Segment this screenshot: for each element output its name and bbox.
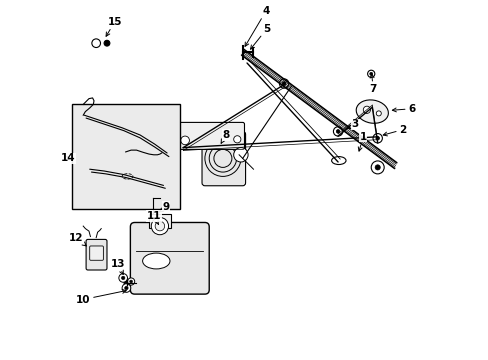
Text: 11: 11 [146, 211, 161, 224]
Circle shape [155, 221, 164, 231]
Ellipse shape [142, 253, 170, 269]
Bar [72, 104, 179, 209]
Text: 12: 12 [69, 233, 86, 246]
Circle shape [370, 161, 384, 174]
Circle shape [336, 130, 339, 133]
Circle shape [92, 39, 101, 48]
Ellipse shape [331, 157, 346, 165]
Circle shape [233, 136, 241, 143]
Circle shape [375, 136, 379, 140]
Circle shape [279, 79, 288, 88]
Text: 15: 15 [106, 17, 122, 36]
Text: 6: 6 [391, 104, 415, 114]
Circle shape [151, 217, 168, 235]
Text: 4: 4 [244, 6, 269, 46]
Circle shape [119, 274, 127, 282]
FancyBboxPatch shape [130, 222, 209, 294]
Bar [149, 214, 170, 228]
Text: 10: 10 [76, 289, 126, 305]
Ellipse shape [355, 100, 387, 123]
Text: 13: 13 [110, 258, 125, 274]
FancyBboxPatch shape [86, 239, 107, 270]
Text: 14: 14 [61, 153, 75, 163]
Circle shape [363, 106, 370, 113]
Circle shape [104, 40, 110, 46]
Circle shape [123, 280, 129, 285]
Text: 1: 1 [358, 132, 366, 151]
Circle shape [374, 165, 380, 170]
Circle shape [181, 136, 189, 145]
FancyBboxPatch shape [178, 122, 244, 149]
Circle shape [129, 280, 132, 283]
Circle shape [367, 70, 374, 77]
Text: 9: 9 [159, 202, 170, 212]
FancyBboxPatch shape [202, 131, 245, 186]
Text: 8: 8 [221, 130, 229, 143]
Circle shape [121, 276, 124, 280]
Circle shape [233, 148, 247, 162]
Text: 2: 2 [383, 125, 406, 136]
Circle shape [282, 82, 285, 85]
Circle shape [122, 284, 130, 292]
Text: 7: 7 [369, 74, 376, 94]
Circle shape [127, 278, 134, 285]
Circle shape [375, 111, 381, 116]
Text: 5: 5 [250, 24, 270, 49]
Circle shape [124, 286, 128, 290]
FancyBboxPatch shape [89, 246, 103, 260]
Circle shape [369, 72, 372, 75]
Text: 3: 3 [346, 119, 358, 129]
Circle shape [372, 134, 382, 143]
Circle shape [333, 127, 342, 136]
